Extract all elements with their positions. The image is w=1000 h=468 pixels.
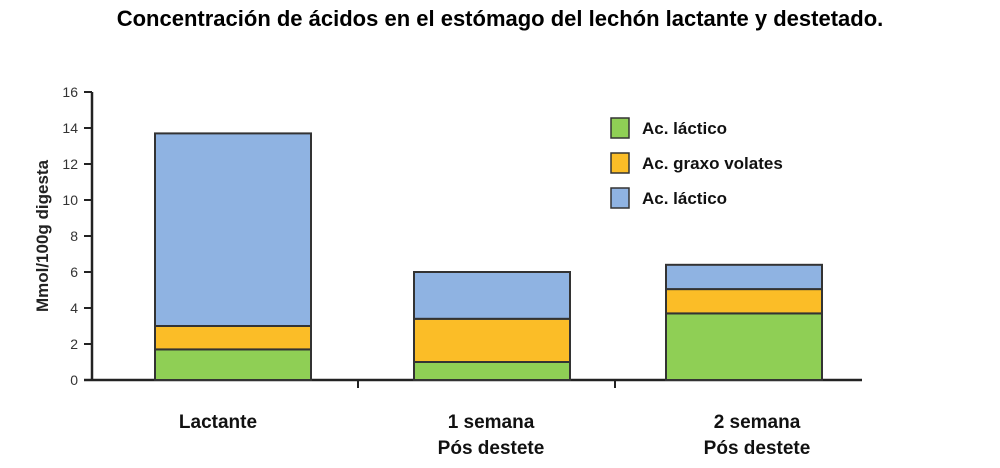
y-tick-label: 12 [62, 156, 78, 172]
bar-segment [154, 348, 312, 381]
y-tick-label: 8 [70, 228, 78, 244]
y-tick-label: 4 [70, 300, 78, 316]
x-category-label: Lactante [179, 412, 257, 433]
y-tick-label: 10 [62, 192, 78, 208]
bar-segment [413, 361, 571, 381]
bar-segment [154, 132, 312, 327]
legend-swatch [610, 187, 630, 209]
y-tick-label: 6 [70, 264, 78, 280]
bar-segment [665, 288, 823, 315]
bar-segment [154, 325, 312, 351]
y-tick-label: 14 [62, 120, 78, 136]
legend-label: Ac. graxo volates [642, 154, 783, 173]
y-tick-label: 16 [62, 84, 78, 100]
bar-segment [413, 317, 571, 363]
bar-segment [665, 312, 823, 381]
bar-segment [413, 271, 571, 320]
chart-title: Concentración de ácidos en el estómago d… [116, 6, 884, 31]
x-category-label: Pós destete [438, 438, 545, 459]
y-tick-label: 0 [70, 372, 78, 388]
y-tick-label: 2 [70, 336, 78, 352]
legend-label: Ac. láctico [642, 119, 727, 138]
legend-swatch [610, 117, 630, 139]
legend-label: Ac. láctico [642, 189, 727, 208]
x-category-label: Pós destete [704, 438, 811, 459]
y-axis-label: Mmol/100g digesta [33, 159, 52, 312]
legend-swatch [610, 152, 630, 174]
x-category-label: 1 semana [448, 412, 535, 433]
x-category-label: 2 semana [714, 412, 801, 433]
bar-segment [665, 263, 823, 291]
